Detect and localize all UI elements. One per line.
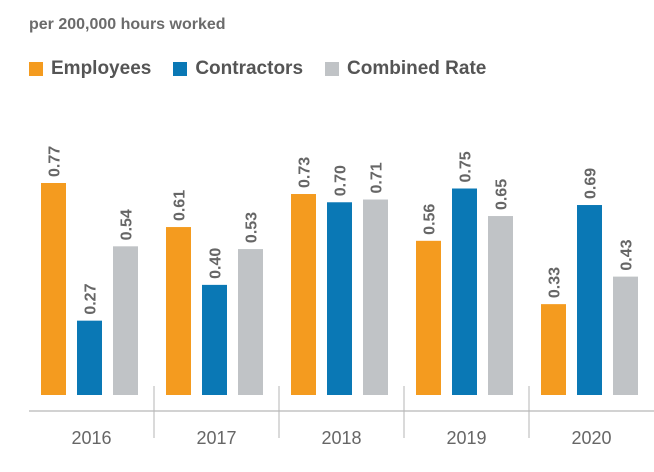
- legend-swatch-combined-rate: [325, 62, 340, 76]
- value-label-contractors-2017: 0.40: [208, 248, 225, 279]
- bar-contractors-2016: [77, 320, 102, 395]
- value-label-employees-2019: 0.56: [422, 204, 439, 235]
- legend: Employees Contractors Combined Rate: [29, 58, 486, 80]
- legend-label-combined-rate: Combined Rate: [347, 58, 487, 79]
- bar-employees-2016: [41, 183, 66, 395]
- bar-combined-rate-2019: [488, 216, 513, 395]
- value-label-contractors-2019: 0.75: [458, 151, 475, 182]
- bar-employees-2019: [416, 240, 441, 395]
- legend-swatch-contractors: [173, 62, 188, 76]
- value-label-contractors-2016: 0.27: [83, 283, 100, 314]
- x-tick-label-2019: 2019: [446, 428, 486, 448]
- x-tick-label-2020: 2020: [571, 428, 611, 448]
- x-tick-label-2018: 2018: [321, 428, 361, 448]
- value-label-combined-rate-2017: 0.53: [244, 212, 261, 243]
- legend-item-combined-rate: Combined Rate: [325, 58, 486, 80]
- bar-employees-2017: [166, 227, 191, 395]
- value-label-contractors-2020: 0.69: [583, 168, 600, 199]
- value-label-employees-2020: 0.33: [547, 267, 564, 298]
- legend-label-contractors: Contractors: [195, 58, 304, 79]
- legend-label-employees: Employees: [51, 58, 152, 79]
- value-label-combined-rate-2016: 0.54: [119, 209, 136, 240]
- value-label-combined-rate-2020: 0.43: [619, 239, 636, 270]
- bar-combined-rate-2018: [363, 199, 388, 395]
- value-label-employees-2018: 0.73: [297, 157, 314, 188]
- bar-employees-2020: [541, 304, 566, 395]
- legend-item-employees: Employees: [29, 58, 151, 80]
- x-tick-label-2016: 2016: [71, 428, 111, 448]
- bar-combined-rate-2020: [613, 276, 638, 395]
- value-label-employees-2017: 0.61: [172, 190, 189, 221]
- bar-contractors-2017: [202, 284, 227, 395]
- value-label-employees-2016: 0.77: [47, 146, 64, 177]
- bar-contractors-2018: [327, 202, 352, 395]
- bar-contractors-2019: [452, 188, 477, 395]
- value-label-contractors-2018: 0.70: [333, 165, 350, 196]
- bar-employees-2018: [291, 194, 316, 395]
- legend-swatch-employees: [29, 62, 43, 76]
- bar-combined-rate-2017: [238, 249, 263, 395]
- value-label-combined-rate-2019: 0.65: [494, 179, 511, 210]
- x-tick-label-2017: 2017: [196, 428, 236, 448]
- bar-contractors-2020: [577, 205, 602, 395]
- value-label-combined-rate-2018: 0.71: [369, 162, 386, 193]
- bar-combined-rate-2016: [113, 246, 138, 395]
- legend-item-contractors: Contractors: [173, 58, 303, 80]
- chart-subtitle: per 200,000 hours worked: [29, 16, 226, 33]
